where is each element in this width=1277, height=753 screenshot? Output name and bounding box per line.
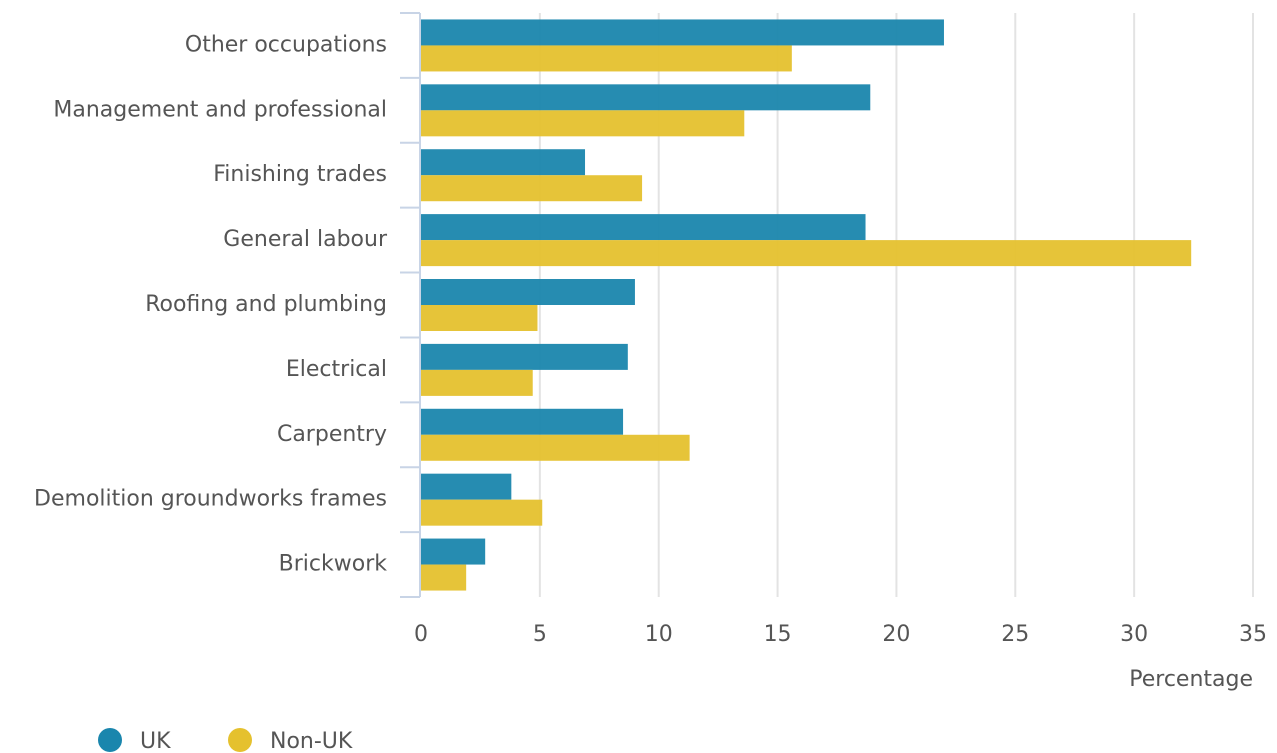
x-axis-label: Percentage: [1129, 667, 1253, 692]
x-tick-label: 5: [533, 622, 547, 647]
x-tick-label: 30: [1120, 622, 1148, 647]
bar: [421, 84, 871, 111]
x-tick-label: 0: [414, 622, 428, 647]
y-tick-label: Management and professional: [53, 97, 387, 122]
y-tick-label: Carpentry: [277, 422, 387, 447]
bar: [421, 434, 690, 461]
bar: [421, 149, 586, 176]
legend-label: UK: [140, 729, 171, 753]
bar: [421, 110, 745, 137]
bar: [421, 473, 512, 500]
legend-marker: [228, 728, 252, 752]
bar: [421, 499, 543, 526]
bar: [421, 45, 792, 72]
bar: [421, 214, 866, 241]
legend-label: Non-UK: [270, 729, 353, 753]
x-tick-label: 10: [645, 622, 673, 647]
y-tick-label: Finishing trades: [213, 162, 387, 187]
bar: [421, 279, 635, 305]
bar: [421, 175, 643, 202]
bar: [421, 19, 944, 46]
bar: [421, 343, 628, 370]
x-tick-label: 15: [764, 622, 792, 647]
bar: [421, 408, 624, 435]
bar: [421, 305, 538, 331]
bar: [421, 369, 533, 396]
y-tick-label: General labour: [223, 227, 388, 252]
bar: [421, 538, 486, 565]
y-tick-label: Demolition groundworks frames: [34, 487, 387, 512]
y-tick-label: Roofing and plumbing: [145, 292, 387, 317]
x-tick-label: 20: [882, 622, 910, 647]
x-tick-label: 25: [1001, 622, 1029, 647]
y-tick-label: Brickwork: [279, 552, 388, 577]
bar: [421, 564, 467, 591]
y-tick-label: Electrical: [286, 357, 387, 382]
y-tick-label: Other occupations: [185, 32, 387, 57]
legend-marker: [98, 728, 122, 752]
x-tick-label: 35: [1239, 622, 1267, 647]
bar: [421, 240, 1192, 267]
